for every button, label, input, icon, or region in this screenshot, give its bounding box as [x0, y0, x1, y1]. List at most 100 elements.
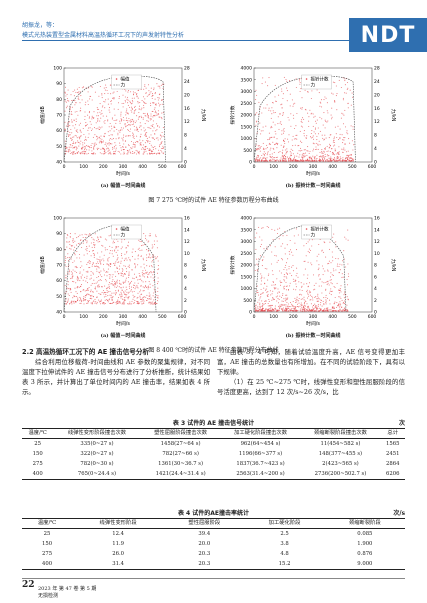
scatter-dot	[136, 297, 138, 299]
scatter-dot	[324, 148, 326, 150]
y-tick-label: 90	[56, 81, 62, 87]
scatter-dot	[146, 147, 148, 149]
scatter-dot	[275, 287, 277, 289]
scatter-dot	[141, 272, 143, 274]
scatter-dot	[276, 300, 278, 302]
scatter-dot	[85, 145, 87, 147]
scatter-dot	[287, 297, 289, 299]
scatter-dot	[93, 255, 95, 257]
scatter-dot	[121, 257, 123, 259]
scatter-dot	[323, 99, 325, 101]
scatter-dot	[121, 270, 124, 272]
scatter-dot	[294, 310, 296, 312]
cell: 11(454~582 s)	[320, 441, 361, 447]
scatter-dot	[281, 88, 283, 90]
scatter-dot	[86, 263, 88, 265]
y2-tick-label: 20	[374, 92, 380, 98]
scatter-dot	[108, 284, 110, 286]
scatter-dot	[107, 142, 109, 144]
scatter-dot	[314, 288, 316, 290]
scatter-dot	[105, 151, 107, 154]
y2-tick-label: 16	[374, 106, 380, 112]
cell: 0.085	[357, 531, 373, 537]
scatter-dot	[340, 157, 342, 159]
scatter-dot	[70, 146, 72, 148]
scatter-dot	[339, 156, 341, 158]
scatter-dot	[160, 143, 162, 145]
scatter-dot	[132, 277, 134, 279]
scatter-dot	[128, 257, 130, 259]
scatter-dot	[104, 302, 106, 305]
scatter-dot	[102, 245, 104, 247]
scatter-dot	[321, 134, 323, 136]
scatter-dot	[134, 145, 136, 147]
scatter-dot	[280, 282, 282, 284]
scatter-dot	[257, 306, 259, 308]
scatter-dot	[155, 137, 157, 139]
scatter-dot	[114, 282, 116, 285]
scatter-dot	[350, 104, 352, 106]
x-tick-label: 400	[328, 314, 337, 320]
scatter-dot	[96, 139, 98, 141]
scatter-dot	[342, 276, 344, 278]
scatter-dot	[304, 89, 306, 91]
scatter-dot	[292, 270, 295, 272]
scatter-dot	[271, 299, 273, 301]
scatter-dot	[332, 306, 334, 308]
scatter-dot	[162, 145, 164, 147]
scatter-dot	[64, 92, 66, 94]
scatter-dot	[162, 99, 164, 101]
scatter-dot	[120, 283, 122, 285]
scatter-dot	[258, 158, 261, 160]
scatter-dot	[272, 121, 274, 123]
x-tick-label: 0	[63, 164, 66, 170]
scatter-dot	[143, 151, 146, 153]
scatter-dot	[258, 159, 260, 161]
scatter-dot	[107, 295, 109, 297]
scatter-dot	[296, 296, 298, 298]
scatter-dot	[94, 286, 96, 288]
scatter-dot	[92, 250, 95, 252]
scatter-dot	[256, 232, 258, 234]
scatter-dot	[346, 81, 349, 84]
scatter-dot	[262, 157, 264, 159]
scatter-dot	[136, 140, 138, 142]
scatter-dot	[306, 307, 308, 309]
scatter-dot	[71, 106, 73, 108]
scatter-dot	[307, 261, 309, 263]
scatter-dot	[264, 267, 266, 270]
scatter-dot	[275, 133, 277, 135]
y-tick-label: 3000	[241, 89, 253, 95]
scatter-dot	[147, 84, 150, 86]
scatter-dot	[338, 159, 340, 161]
scatter-dot	[120, 113, 122, 115]
scatter-dot	[292, 105, 294, 107]
scatter-dot	[134, 151, 136, 153]
scatter-dot	[104, 107, 106, 109]
scatter-dot	[101, 93, 103, 95]
scatter-dot	[291, 275, 293, 277]
scatter-dot	[270, 157, 272, 159]
scatter-dot	[150, 127, 152, 129]
scatter-dot	[339, 263, 341, 265]
scatter-dot	[138, 111, 140, 114]
scatter-dot	[295, 283, 297, 285]
scatter-dot	[332, 141, 334, 143]
scatter-dot	[88, 112, 90, 114]
figure-caption: 图 8 400 ℃时的试件 AE 特征参数历程分布曲线	[148, 347, 279, 354]
scatter-dot	[74, 246, 76, 248]
scatter-dot	[126, 108, 128, 110]
scatter-dot	[327, 307, 329, 309]
scatter-dot	[125, 286, 127, 288]
scatter-dot	[161, 151, 163, 153]
scatter-dot	[139, 275, 141, 278]
scatter-dot	[108, 149, 110, 151]
scatter-dot	[322, 251, 324, 253]
scatter-dot	[114, 264, 116, 266]
scatter-dot	[325, 120, 327, 122]
scatter-dot	[71, 245, 73, 247]
scatter-dot	[97, 237, 99, 239]
scatter-dot	[132, 121, 134, 123]
scatter-dot	[329, 292, 331, 294]
scatter-dot	[261, 308, 263, 310]
